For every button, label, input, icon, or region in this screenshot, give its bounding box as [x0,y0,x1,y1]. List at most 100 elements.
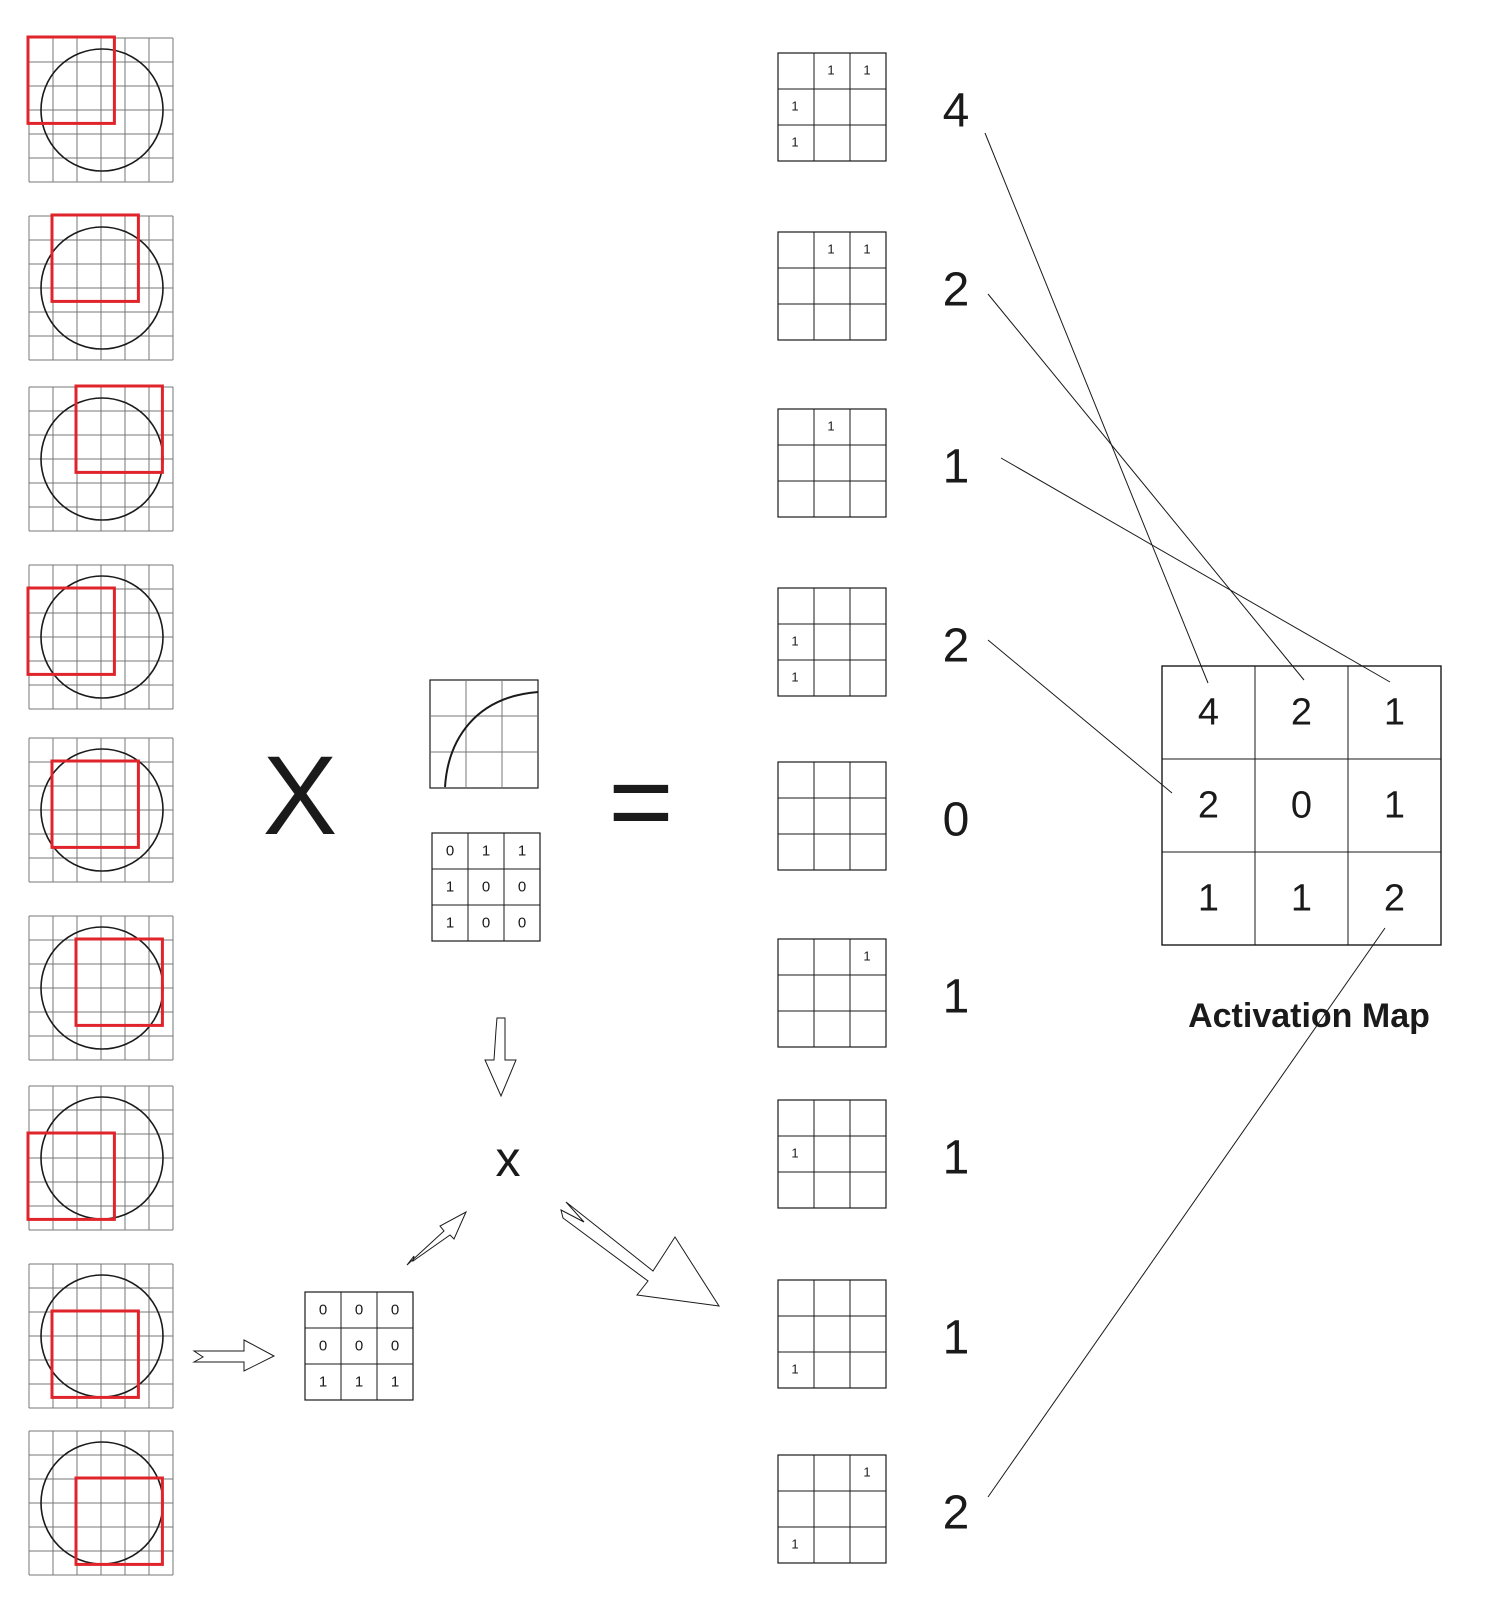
input-panel [28,213,174,361]
product-value: 1 [791,1362,798,1377]
sum-value: 0 [943,794,970,847]
input-panel [26,1085,174,1231]
product-value: 1 [863,1465,870,1480]
activation-value: 2 [1384,878,1405,920]
product-value: 1 [827,63,834,78]
input-panel [28,384,174,532]
patch-value: 0 [355,1302,363,1319]
sum-value: 1 [943,971,970,1024]
receptive-field-box [50,1309,140,1399]
patch-value: 0 [319,1338,327,1355]
circle-shape [40,226,164,350]
patch-value: 1 [391,1374,399,1391]
receptive-field-box [26,35,116,125]
filter-value: 1 [482,843,490,860]
sum-value: 1 [943,1312,970,1365]
product-grid: 11 [777,408,970,518]
product-value: 1 [791,1537,798,1552]
product-grid: 11 [777,938,970,1048]
leader-line [984,132,1209,684]
circle-shape [40,748,164,872]
leader-lines [984,132,1391,1498]
patch-value: 0 [391,1338,399,1355]
filter-value: 0 [482,915,490,932]
receptive-field-box [50,213,140,303]
patch-value: 0 [391,1302,399,1319]
product-grid: 1 1 2 [777,1454,969,1564]
product-value: 1 [863,949,870,964]
activation-value: 2 [1198,785,1219,827]
grid-border [777,1279,887,1389]
product-value: 1 [791,135,798,150]
input-panel [28,915,174,1061]
filter-value: 1 [446,879,454,896]
input-panel [26,564,174,710]
receptive-field-box [74,384,164,474]
patch-value: 1 [355,1374,363,1391]
filter-value: 0 [446,843,454,860]
up-right-arrow-icon [406,1210,468,1266]
activation-map: 4 2 1 2 0 1 1 1 2 [1161,665,1442,946]
filter-value: 1 [446,915,454,932]
patch-values-grid: 0 0 0 0 0 0 1 1 1 [304,1291,414,1401]
leader-line [1000,457,1391,683]
activation-value: 1 [1384,692,1405,734]
small-multiply-operator: x [496,1131,521,1187]
grid-border [429,679,539,789]
filter-value: 1 [518,843,526,860]
grid-border [777,1099,887,1209]
grid-border [777,1454,887,1564]
activation-value: 1 [1291,878,1312,920]
leader-line [987,293,1305,681]
down-arrow-icon [484,1017,517,1098]
product-grid: 1 1 2 [777,587,970,697]
filter-value: 0 [518,879,526,896]
activation-value: 1 [1384,785,1405,827]
grid-border [777,761,887,871]
leader-line [987,639,1173,794]
product-value: 1 [791,634,798,649]
product-value: 1 [863,242,870,257]
patch-value: 0 [355,1338,363,1355]
receptive-field-box [74,937,164,1027]
receptive-field-box [50,759,140,849]
grid-border [777,52,887,162]
sum-value: 1 [943,441,970,494]
input-panels [26,35,174,1576]
activation-value: 2 [1291,692,1312,734]
grid-border [1161,665,1442,946]
input-panel [28,1430,174,1576]
big-arrow-icon [560,1201,721,1307]
patch-value: 0 [319,1302,327,1319]
circle-shape [40,48,164,172]
input-panel [28,1263,174,1409]
product-value: 1 [791,99,798,114]
sum-value: 2 [943,264,970,317]
filter-curve-panel [429,679,539,789]
filter-values-grid: 0 1 1 1 0 0 1 0 0 [431,832,541,942]
receptive-field-box [26,586,116,676]
right-arrow-icon [192,1339,276,1372]
product-grid: 11 [777,1279,970,1389]
sum-value: 4 [943,85,970,138]
equals-operator: = [608,739,673,864]
input-panel [26,35,174,183]
arrows [192,1017,721,1372]
filter-value: 0 [482,879,490,896]
product-value: 1 [827,242,834,257]
multiply-operator: X [263,733,338,858]
grid-border [431,832,541,942]
grid-border [777,231,887,341]
activation-value: 1 [1198,878,1219,920]
product-grid: 0 [777,761,970,871]
circle-shape [40,575,164,699]
product-value: 1 [863,63,870,78]
sum-value: 1 [943,1132,970,1185]
receptive-field-box [74,1476,164,1566]
sum-value: 2 [943,620,970,673]
product-grid: 1 1 2 [777,231,970,341]
filter-value: 0 [518,915,526,932]
